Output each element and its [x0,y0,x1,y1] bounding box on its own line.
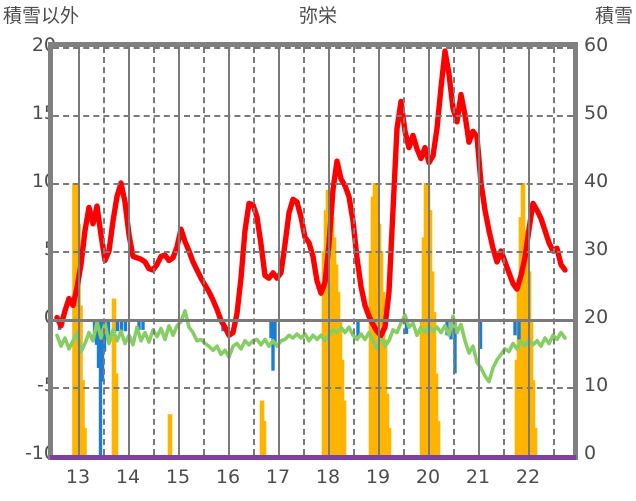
blue-bar [271,319,275,371]
right-axis-title: 積雪 [594,5,633,27]
x-tick-22: 22 [515,466,541,488]
blue-bar [517,319,521,340]
blue-bar [269,319,273,339]
x-tick-14: 14 [115,466,141,488]
blue-bar [453,319,457,374]
blue-bar [96,319,101,368]
green-line [55,308,567,384]
vgridline-14 [128,47,130,455]
blue-bar [123,319,128,332]
x-tick-21: 21 [465,466,491,488]
vgridline-22 [528,47,530,455]
x-tick-17: 17 [265,466,291,488]
vgridline-17 [278,47,280,455]
orange-bar [386,427,392,455]
vgridline-21 [478,47,480,455]
y-tick-right-40: 40 [584,170,609,192]
hgridline-5 [53,251,573,253]
vgridline-minor-19.5 [403,47,405,455]
blue-bar [115,319,120,332]
vgridline-minor-20.5 [453,47,455,455]
vgridline-13 [78,47,80,455]
x-tick-18: 18 [315,466,341,488]
y-tick-right-60: 60 [584,34,609,56]
vgridline-minor-21.5 [503,47,505,455]
orange-bar [113,373,119,455]
vgridline-19 [378,47,380,455]
y-tick-right-10: 10 [584,374,609,396]
blue-bar [141,319,145,330]
blue-bar [100,319,105,382]
blue-bar [356,319,360,339]
blue-bar [106,319,111,339]
orange-bar [433,373,439,455]
x-tick-19: 19 [365,466,391,488]
blue-bar [273,319,277,347]
vgridline-minor-18.5 [353,47,355,455]
hgridline-10 [53,183,573,185]
orange-bar [341,400,347,455]
blue-bar [478,319,483,349]
y-tick-right-30: 30 [584,238,609,260]
vgridline-18 [328,47,330,455]
vgridline-minor-14.5 [153,47,155,455]
red-line [54,48,568,338]
vgridline-16 [228,47,230,455]
blue-bar [404,319,409,334]
orange-bar [261,421,267,455]
vgridline-minor-16.5 [253,47,255,455]
hgridline-20 [53,47,573,49]
x-tick-13: 13 [65,466,91,488]
x-tick-16: 16 [215,466,241,488]
y-tick-right-50: 50 [584,102,609,124]
plot-area [48,42,578,460]
vgridline-minor-13.5 [103,47,105,455]
x-tick-20: 20 [415,466,441,488]
vgridline-20 [428,47,430,455]
orange-bar [167,414,173,455]
purple-baseline [50,455,576,460]
orange-bar [532,427,538,455]
x-tick-15: 15 [165,466,191,488]
page-title: 弥栄 [298,5,337,27]
hgridline-15 [53,115,573,117]
orange-bar [384,393,390,455]
hgridline--5 [53,387,573,389]
vgridline-minor-22.5 [553,47,555,455]
vgridline-minor-17.5 [303,47,305,455]
left-axis-title: 積雪以外 [3,5,80,27]
hgridline-0 [53,319,573,322]
orange-bar [82,427,87,455]
y-tick-right-20: 20 [584,306,609,328]
y-tick-right-0: 0 [584,442,597,464]
blue-bar [513,319,517,336]
orange-bar [435,421,441,455]
vgridline-minor-15.5 [203,47,205,455]
orange-bar [80,380,85,455]
blue-bar [137,319,141,330]
orange-bar [530,380,536,455]
vgridline-15 [178,47,180,455]
blue-bar [119,319,124,332]
